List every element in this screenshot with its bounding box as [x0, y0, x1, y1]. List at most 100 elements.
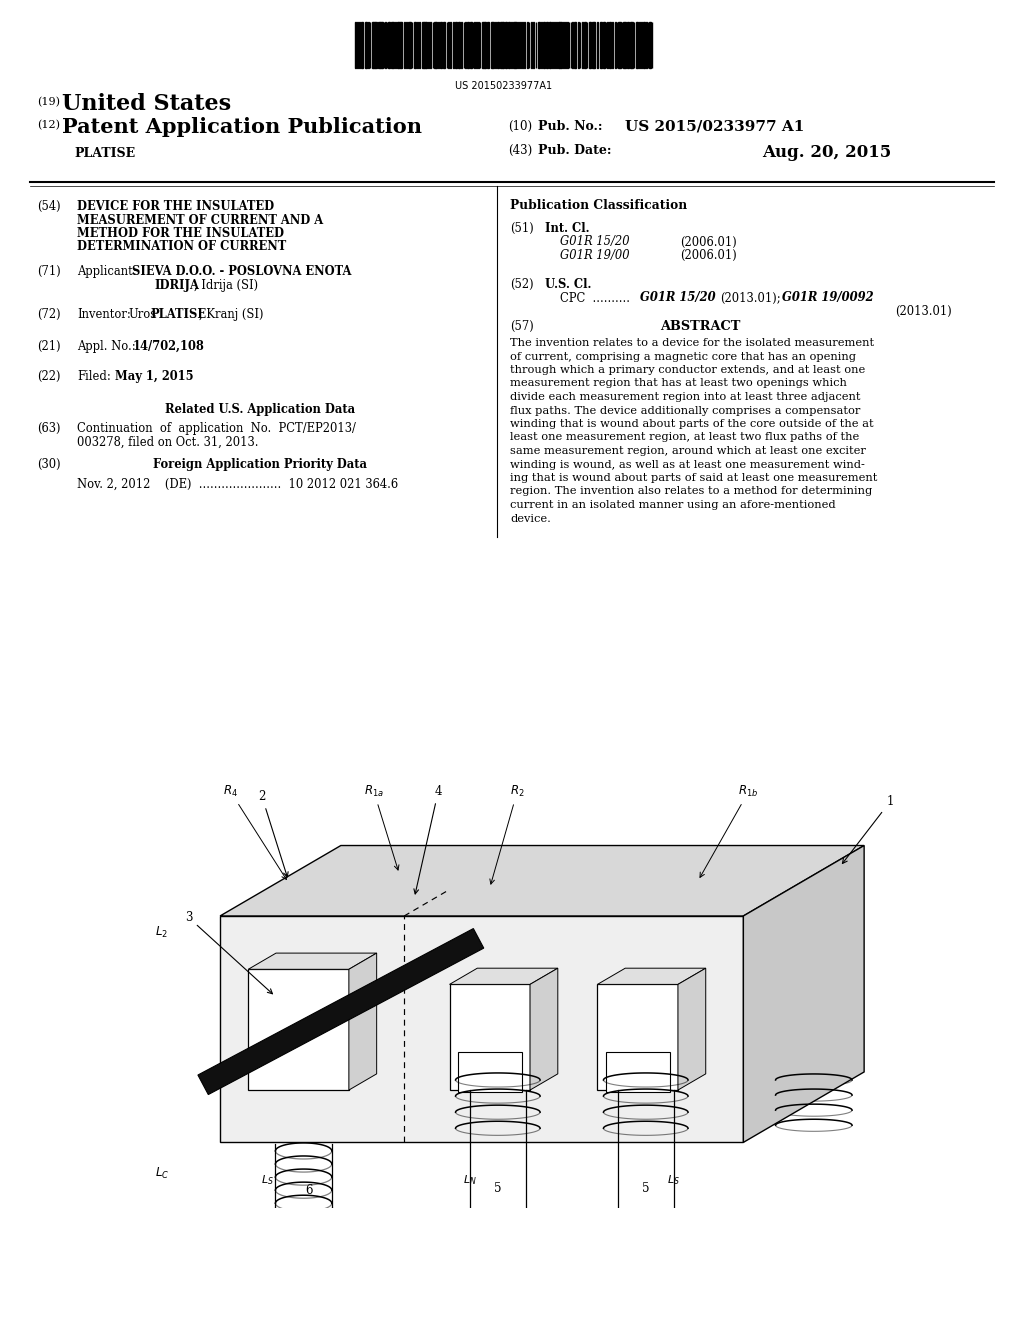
Polygon shape — [220, 846, 864, 916]
Text: PLATISE: PLATISE — [74, 147, 135, 160]
Text: winding is wound, as well as at least one measurement wind-: winding is wound, as well as at least on… — [510, 459, 865, 470]
Text: Applicant:: Applicant: — [77, 265, 136, 279]
Text: 2: 2 — [258, 791, 288, 876]
Bar — [582, 22, 584, 69]
Bar — [378, 22, 380, 69]
Text: (71): (71) — [37, 265, 60, 279]
Bar — [414, 22, 416, 69]
Text: , Kranj (SI): , Kranj (SI) — [199, 308, 263, 321]
Bar — [500, 22, 503, 69]
Bar — [643, 22, 645, 69]
Bar — [532, 22, 535, 69]
Polygon shape — [248, 953, 377, 969]
Bar — [543, 22, 545, 69]
Bar — [470, 22, 472, 69]
Polygon shape — [530, 968, 558, 1090]
Text: 14/702,108: 14/702,108 — [133, 341, 205, 352]
Bar — [419, 22, 420, 69]
Text: device.: device. — [510, 513, 551, 524]
Text: (63): (63) — [37, 422, 60, 436]
Bar — [495, 22, 497, 69]
Text: SIEVA D.O.O. - POSLOVNA ENOTA: SIEVA D.O.O. - POSLOVNA ENOTA — [132, 265, 351, 279]
Text: $L_N$: $L_N$ — [463, 1173, 476, 1188]
Text: least one measurement region, at least two flux paths of the: least one measurement region, at least t… — [510, 433, 859, 442]
Text: (43): (43) — [508, 144, 532, 157]
Text: CPC  ..........: CPC .......... — [560, 292, 630, 305]
Bar — [398, 22, 400, 69]
Text: G01R 19/0092: G01R 19/0092 — [782, 292, 873, 305]
Text: US 20150233977A1: US 20150233977A1 — [456, 81, 553, 91]
Text: (2013.01);: (2013.01); — [720, 292, 780, 305]
Text: $R_4$: $R_4$ — [223, 784, 287, 879]
Bar — [373, 22, 375, 69]
Text: 4: 4 — [414, 785, 442, 894]
Text: G01R 19/00: G01R 19/00 — [560, 249, 630, 261]
Bar — [360, 22, 364, 69]
Bar — [424, 22, 426, 69]
Bar — [380, 22, 382, 69]
Bar — [358, 22, 359, 69]
Bar — [521, 22, 523, 69]
Bar — [526, 22, 528, 69]
Bar — [434, 22, 435, 69]
Text: (2006.01): (2006.01) — [680, 235, 736, 248]
Text: current in an isolated manner using an afore-mentioned: current in an isolated manner using an a… — [510, 500, 836, 510]
Text: Continuation  of  application  No.  PCT/EP2013/: Continuation of application No. PCT/EP20… — [77, 422, 356, 436]
Bar — [584, 22, 586, 69]
Text: G01R 15/20: G01R 15/20 — [640, 292, 716, 305]
Text: through which a primary conductor extends, and at least one: through which a primary conductor extend… — [510, 366, 865, 375]
Bar — [614, 22, 616, 69]
Bar — [559, 22, 562, 69]
Text: PLATISE: PLATISE — [150, 308, 206, 321]
Text: Appl. No.:: Appl. No.: — [77, 341, 135, 352]
Text: $L_2$: $L_2$ — [155, 925, 168, 940]
Text: METHOD FOR THE INSULATED: METHOD FOR THE INSULATED — [77, 227, 284, 240]
Bar — [513, 22, 515, 69]
Bar — [539, 22, 540, 69]
Text: measurement region that has at least two openings which: measurement region that has at least two… — [510, 379, 847, 388]
Text: , Idrija (SI): , Idrija (SI) — [194, 279, 258, 292]
Text: DEVICE FOR THE INSULATED: DEVICE FOR THE INSULATED — [77, 201, 274, 213]
Text: $R_{1b}$: $R_{1b}$ — [700, 784, 759, 878]
Text: May 1, 2015: May 1, 2015 — [115, 370, 194, 383]
Polygon shape — [605, 1052, 670, 1092]
Bar — [618, 22, 621, 69]
Bar — [486, 22, 488, 69]
Polygon shape — [248, 969, 349, 1090]
Text: (2013.01): (2013.01) — [895, 305, 951, 318]
Polygon shape — [743, 846, 864, 1142]
Text: Patent Application Publication: Patent Application Publication — [62, 117, 422, 137]
Text: (72): (72) — [37, 308, 60, 321]
Text: G01R 15/20: G01R 15/20 — [560, 235, 630, 248]
Bar — [552, 22, 553, 69]
Bar — [609, 22, 611, 69]
Bar — [376, 22, 377, 69]
Bar — [592, 22, 594, 69]
Text: IDRIJA: IDRIJA — [154, 279, 199, 292]
Bar — [541, 22, 542, 69]
Text: U.S. Cl.: U.S. Cl. — [545, 279, 592, 290]
Text: region. The invention also relates to a method for determining: region. The invention also relates to a … — [510, 487, 872, 496]
Text: Aug. 20, 2015: Aug. 20, 2015 — [762, 144, 891, 161]
Text: Foreign Application Priority Data: Foreign Application Priority Data — [153, 458, 367, 471]
Text: 1: 1 — [843, 795, 894, 863]
Text: $R_{1a}$: $R_{1a}$ — [364, 784, 399, 870]
Bar — [493, 22, 495, 69]
Bar — [422, 22, 424, 69]
Polygon shape — [198, 928, 483, 1094]
Bar — [523, 22, 525, 69]
Polygon shape — [597, 968, 706, 985]
Bar — [482, 22, 484, 69]
Bar — [450, 22, 451, 69]
Text: Pub. No.:: Pub. No.: — [538, 120, 602, 133]
Bar — [546, 22, 548, 69]
Text: $L_C$: $L_C$ — [155, 1166, 169, 1180]
Text: The invention relates to a device for the isolated measurement: The invention relates to a device for th… — [510, 338, 874, 348]
Text: (10): (10) — [508, 120, 532, 133]
Bar — [409, 22, 410, 69]
Text: Filed:: Filed: — [77, 370, 111, 383]
Text: ing that is wound about parts of said at least one measurement: ing that is wound about parts of said at… — [510, 473, 878, 483]
Bar — [572, 22, 573, 69]
Bar — [627, 22, 629, 69]
Text: 6: 6 — [305, 1184, 312, 1197]
